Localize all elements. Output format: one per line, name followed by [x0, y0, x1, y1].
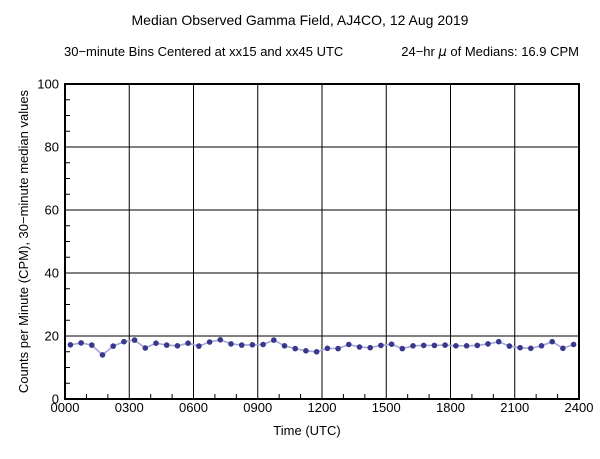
data-point: [281, 343, 288, 349]
data-point: [292, 345, 299, 352]
axis-minor-ticks: [65, 99, 559, 399]
data-point: [346, 341, 352, 348]
data-point: [324, 345, 331, 352]
data-point: [410, 343, 416, 349]
data-point: [517, 344, 523, 351]
y-tick-label: 80: [45, 140, 59, 155]
data-point: [356, 344, 363, 350]
data-point: [217, 337, 224, 343]
chart-title: Median Observed Gamma Field, AJ4CO, 12 A…: [131, 12, 469, 28]
plot-border: [64, 83, 580, 400]
data-point: [313, 349, 320, 355]
x-tick-label: 0000: [51, 400, 80, 415]
x-tick-label: 2400: [565, 400, 594, 415]
data-point: [249, 342, 256, 348]
data-point: [121, 338, 127, 345]
x-tick-label: 1500: [372, 400, 401, 415]
grid-lines: [65, 84, 579, 399]
data-point: [110, 343, 116, 349]
x-tick-labels: 0000 0300 0600 0900 1200 1500 1800 2100 2400: [51, 400, 594, 415]
data-point: [99, 352, 106, 358]
data-point: [196, 343, 202, 349]
data-point: [388, 341, 395, 348]
mean-label-prefix: 24−hr: [401, 44, 439, 59]
data-point: [260, 341, 266, 348]
x-tick-label: 2100: [500, 400, 529, 415]
data-point: [271, 337, 277, 343]
data-point: [206, 339, 213, 345]
data-point: [495, 338, 502, 345]
data-point: [228, 341, 234, 347]
y-tick-label: 0: [52, 392, 59, 407]
data-point: [570, 341, 577, 348]
data-point: [453, 343, 459, 349]
data-point: [367, 344, 374, 351]
y-tick-label: 60: [45, 203, 59, 218]
data-point: [185, 340, 191, 347]
data-point: [420, 342, 427, 349]
y-tick-label: 20: [45, 329, 59, 344]
data-point: [528, 345, 534, 352]
mu-symbol: μ: [438, 45, 447, 60]
x-tick-label: 1200: [308, 400, 337, 415]
data-point: [560, 345, 566, 352]
data-point: [238, 342, 245, 348]
chart-subtitle-bins: 30−minute Bins Centered at xx15 and xx45…: [64, 44, 344, 59]
data-point: [474, 342, 481, 349]
data-point: [485, 341, 491, 347]
x-tick-label: 0300: [115, 400, 144, 415]
data-point: [442, 342, 448, 348]
data-point: [549, 338, 555, 345]
data-point: [399, 345, 406, 352]
data-point: [431, 342, 438, 349]
y-tick-labels: 0 20 40 60 80 100: [37, 77, 59, 407]
data-point: [89, 342, 95, 348]
x-tick-label: 0900: [243, 400, 272, 415]
data-point: [463, 343, 470, 349]
data-point: [538, 343, 545, 349]
data-point: [506, 343, 513, 349]
data-point: [335, 345, 341, 352]
mean-label-suffix: of Medians: 16.9 CPM: [446, 44, 579, 59]
x-axis-title: Time (UTC): [273, 423, 340, 438]
data-point: [142, 345, 149, 351]
data-point: [174, 343, 181, 349]
data-point: [67, 342, 74, 348]
y-tick-label: 40: [45, 266, 59, 281]
y-tick-label: 100: [37, 77, 59, 92]
x-tick-label: 0600: [179, 400, 208, 415]
data-point: [163, 342, 170, 348]
data-point: [78, 340, 84, 346]
y-axis-title: Counts per Minute (CPM), 30−minute media…: [16, 89, 31, 393]
series-points: [67, 337, 577, 358]
data-point: [131, 337, 138, 343]
x-tick-label: 1800: [436, 400, 465, 415]
data-point: [378, 342, 384, 349]
data-point: [303, 348, 309, 354]
chart-subtitle-mean: 24−hr μ of Medians: 16.9 CPM: [401, 44, 579, 60]
data-point: [153, 340, 159, 347]
